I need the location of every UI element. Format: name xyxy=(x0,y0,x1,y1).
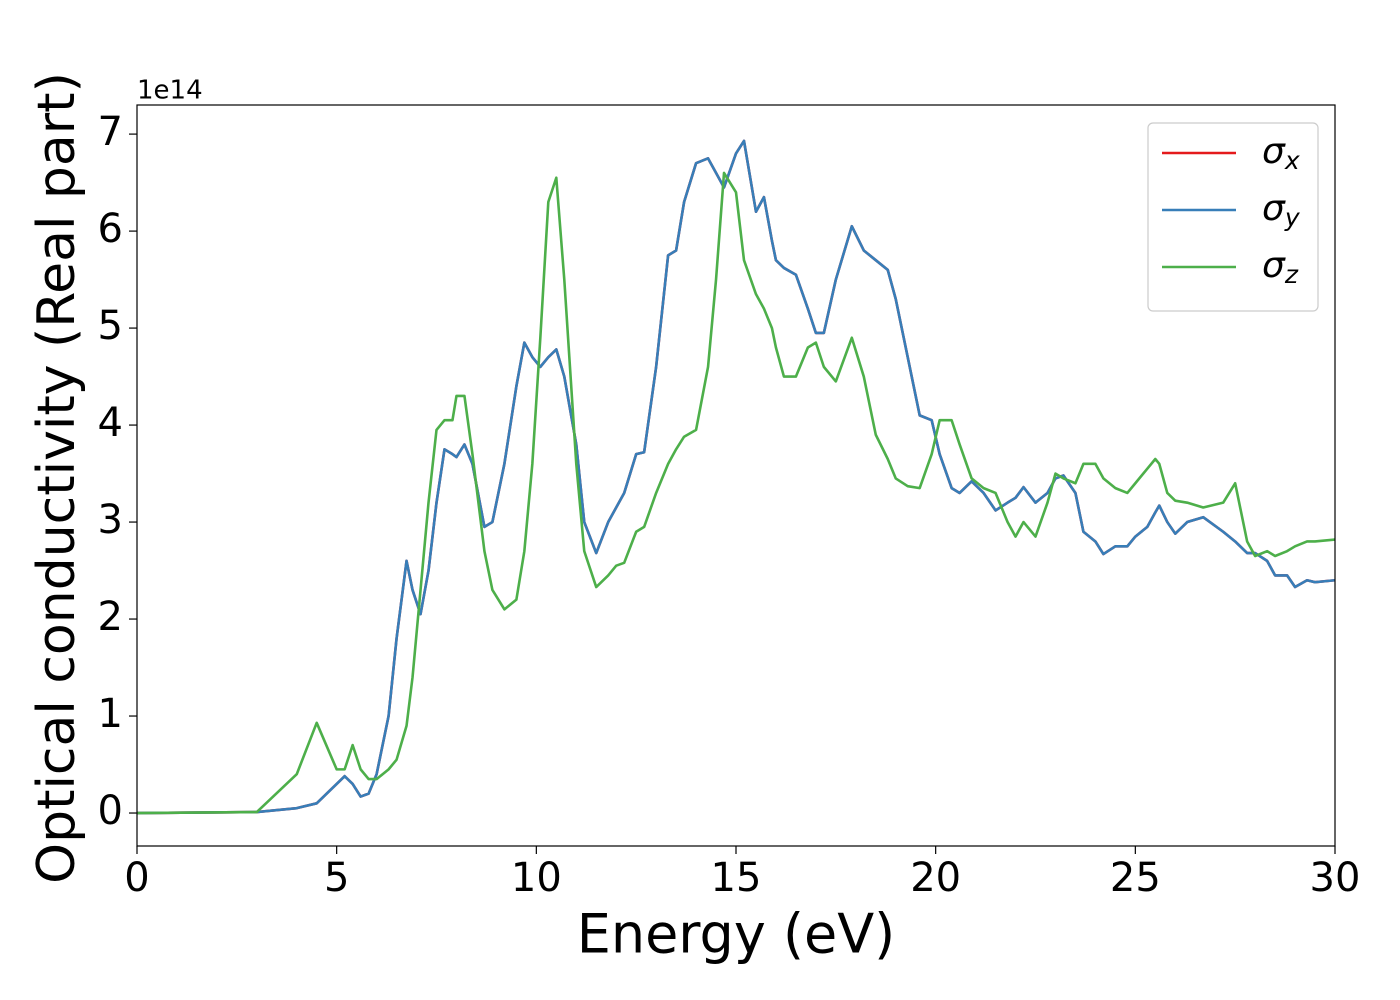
legend-label: σx xyxy=(1262,131,1300,175)
y-tick-label: 2 xyxy=(98,594,123,640)
legend-box xyxy=(1147,122,1319,312)
series-line xyxy=(137,171,1335,815)
series-line xyxy=(137,139,1335,815)
x-tick-label: 15 xyxy=(711,855,762,901)
y-tick-label: 4 xyxy=(98,400,123,446)
y-offset-label: 1e14 xyxy=(137,76,203,106)
legend-label: σz xyxy=(1262,245,1299,289)
x-tick-label: 5 xyxy=(324,855,349,901)
y-axis-label: Optical conductivity (Real part) xyxy=(27,72,87,884)
y-tick-label: 7 xyxy=(98,109,123,155)
x-tick-label: 10 xyxy=(511,855,562,901)
x-tick-label: 0 xyxy=(124,855,149,901)
x-axis-label: Energy (eV) xyxy=(577,903,896,966)
y-tick-label: 1 xyxy=(98,691,123,737)
legend: σx σy σz xyxy=(1147,122,1319,312)
y-tick-label: 5 xyxy=(98,303,123,349)
legend-label: σy xyxy=(1262,188,1301,232)
x-tick-label: 20 xyxy=(910,855,961,901)
x-tick-label: 25 xyxy=(1110,855,1161,901)
y-tick-label: 3 xyxy=(98,497,123,543)
x-tick-label: 30 xyxy=(1310,855,1361,901)
y-tick-label: 0 xyxy=(98,788,123,834)
plot-frame xyxy=(136,104,1336,847)
y-tick-label: 6 xyxy=(98,206,123,252)
